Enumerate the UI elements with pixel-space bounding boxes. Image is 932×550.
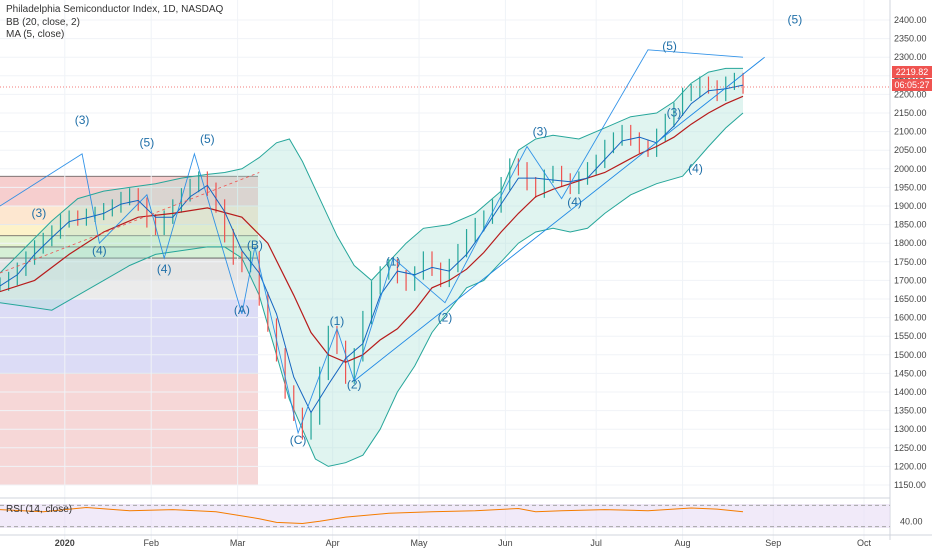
wave-label: (5)	[200, 132, 215, 146]
wave-label: (C)	[290, 433, 307, 447]
bb-legend: BB (20, close, 2)	[6, 17, 80, 28]
last-price-tag: 2219.82	[892, 66, 932, 78]
price-tick-label: 1450.00	[894, 368, 927, 378]
price-tick-label: 1850.00	[894, 220, 927, 230]
wave-label: (4)	[567, 195, 582, 209]
wave-label: (1)	[330, 314, 345, 328]
rsi-axis-label: 40.00	[900, 516, 923, 526]
wave-label: (3)	[75, 113, 90, 127]
wave-label: (4)	[157, 262, 172, 276]
wave-label: (2)	[438, 310, 453, 324]
price-tick-label: 1600.00	[894, 313, 927, 323]
bb-fill	[0, 68, 743, 467]
rsi-band	[0, 504, 890, 528]
bollinger-bands	[0, 67, 744, 467]
price-tick-label: 2050.00	[894, 145, 927, 155]
wave-label: (5)	[788, 13, 803, 27]
sma20-line	[0, 95, 744, 363]
fib-zone	[0, 224, 258, 236]
wave-line	[0, 49, 744, 435]
price-tick-label: 1900.00	[894, 201, 927, 211]
time-tick-label: Mar	[230, 538, 246, 548]
price-tick-label: 1300.00	[894, 424, 927, 434]
rsi-panel: 40.00	[0, 497, 923, 528]
wave-label: (A)	[234, 303, 250, 317]
elliott-wave-count: (3) (3) (4) (5) (4) (5) (B) (A) (C) (1) (2) (1) (2) (…	[0, 13, 890, 447]
ma-legend: MA (5, close)	[6, 29, 65, 40]
bb-lower-line	[0, 112, 744, 467]
price-tick-label: 1200.00	[894, 461, 927, 471]
time-tick-label: Jun	[498, 538, 513, 548]
wave-label: (1)	[386, 255, 401, 269]
wave-label: (5)	[140, 135, 155, 149]
price-tick-label: 1650.00	[894, 294, 927, 304]
price-tick-label: 2300.00	[894, 52, 927, 62]
price-tick-label: 2200.00	[894, 89, 927, 99]
bb-upper-line	[0, 67, 743, 282]
time-tick-label: 2020	[55, 538, 75, 548]
price-tick-label: 2000.00	[894, 164, 927, 174]
dashed-trend	[0, 172, 260, 274]
trend-line	[353, 56, 765, 382]
wave-label: (3)	[32, 206, 47, 220]
price-tick-label: 1700.00	[894, 275, 927, 285]
price-tick-label: 2150.00	[894, 108, 927, 118]
price-tick-label: 1800.00	[894, 238, 927, 248]
wave-label: (4)	[92, 243, 107, 257]
wave-label: (B)	[247, 238, 263, 252]
time-axis: 2020 Feb Mar Apr May Jun Jul Aug Sep Oct	[0, 534, 932, 548]
wave-label: (4)	[688, 162, 703, 176]
chart-title: Philadelphia Semiconductor Index, 1D, NA…	[6, 4, 224, 15]
wave-label: (3)	[667, 106, 682, 120]
price-tick-label: 1400.00	[894, 387, 927, 397]
price-tick-label: 1500.00	[894, 350, 927, 360]
fib-zone	[0, 235, 258, 247]
wave-label: (5)	[662, 39, 677, 53]
price-tick-label: 1150.00	[894, 480, 926, 490]
time-tick-label: Feb	[143, 538, 159, 548]
time-tick-label: Apr	[326, 538, 340, 548]
price-tick-label: 1550.00	[894, 331, 927, 341]
time-tick-label: May	[411, 538, 429, 548]
time-tick-label: Aug	[675, 538, 691, 548]
countdown-tag: 06:05:27	[892, 79, 932, 91]
price-tick-label: 2100.00	[894, 127, 927, 137]
fib-zone	[0, 246, 258, 259]
rsi-legend: RSI (14, close)	[6, 504, 73, 515]
price-tick-label: 1250.00	[894, 443, 927, 453]
price-tick-label: 1950.00	[894, 182, 927, 192]
price-tick-label: 2400.00	[894, 15, 927, 25]
wave-label: (2)	[347, 377, 362, 391]
time-tick-label: Oct	[857, 538, 872, 548]
time-tick-label: Sep	[765, 538, 781, 548]
wave-label: (3)	[533, 124, 548, 138]
time-tick-label: Jul	[590, 538, 602, 548]
price-tick-label: 1350.00	[894, 406, 927, 416]
ma5-line	[0, 84, 744, 414]
rsi-line	[0, 506, 744, 525]
price-tick-label: 1750.00	[894, 257, 927, 267]
price-axis: 1150.00 1200.00 1250.00 1300.00 1350.00 1400.…	[889, 0, 927, 540]
price-tick-label: 2350.00	[894, 34, 927, 44]
